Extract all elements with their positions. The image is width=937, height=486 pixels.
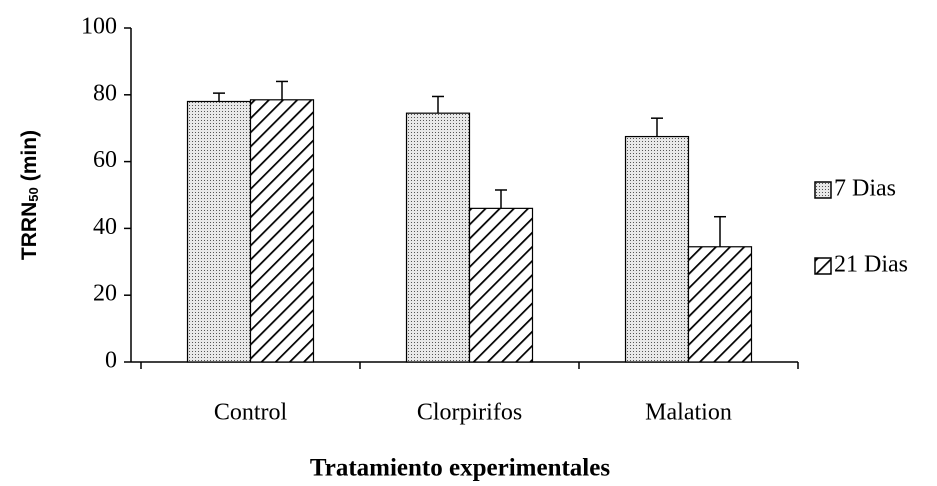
bar [405,112,471,363]
bar [468,207,534,363]
y-tick-label: 60 [93,147,117,173]
bar [249,99,315,363]
x-tick-label: Clorpirifos [417,400,522,426]
y-tick-label: 80 [93,80,117,106]
bar [687,246,753,363]
y-tick-label: 0 [105,348,117,374]
y-axis-title-unit: (min) [18,130,41,181]
x-tick-label: Control [214,400,288,426]
x-tick-label: Malation [645,400,732,426]
y-tick-label: 40 [93,214,117,240]
y-tick-label: 100 [81,14,117,40]
bar [624,135,690,363]
legend-label: 21 Dias [834,252,908,278]
x-axis-title: Tratamiento experimentales [310,455,610,482]
bar [186,100,252,363]
legend-swatch [814,181,832,199]
y-tick-label: 20 [93,281,117,307]
legend-label: 7 Dias [834,176,896,202]
y-axis-title: TRRN50 (min) [18,130,42,260]
legend-swatch [814,257,832,275]
y-axis-title-main: TRRN [18,202,41,260]
y-axis-title-sub: 50 [26,187,41,201]
